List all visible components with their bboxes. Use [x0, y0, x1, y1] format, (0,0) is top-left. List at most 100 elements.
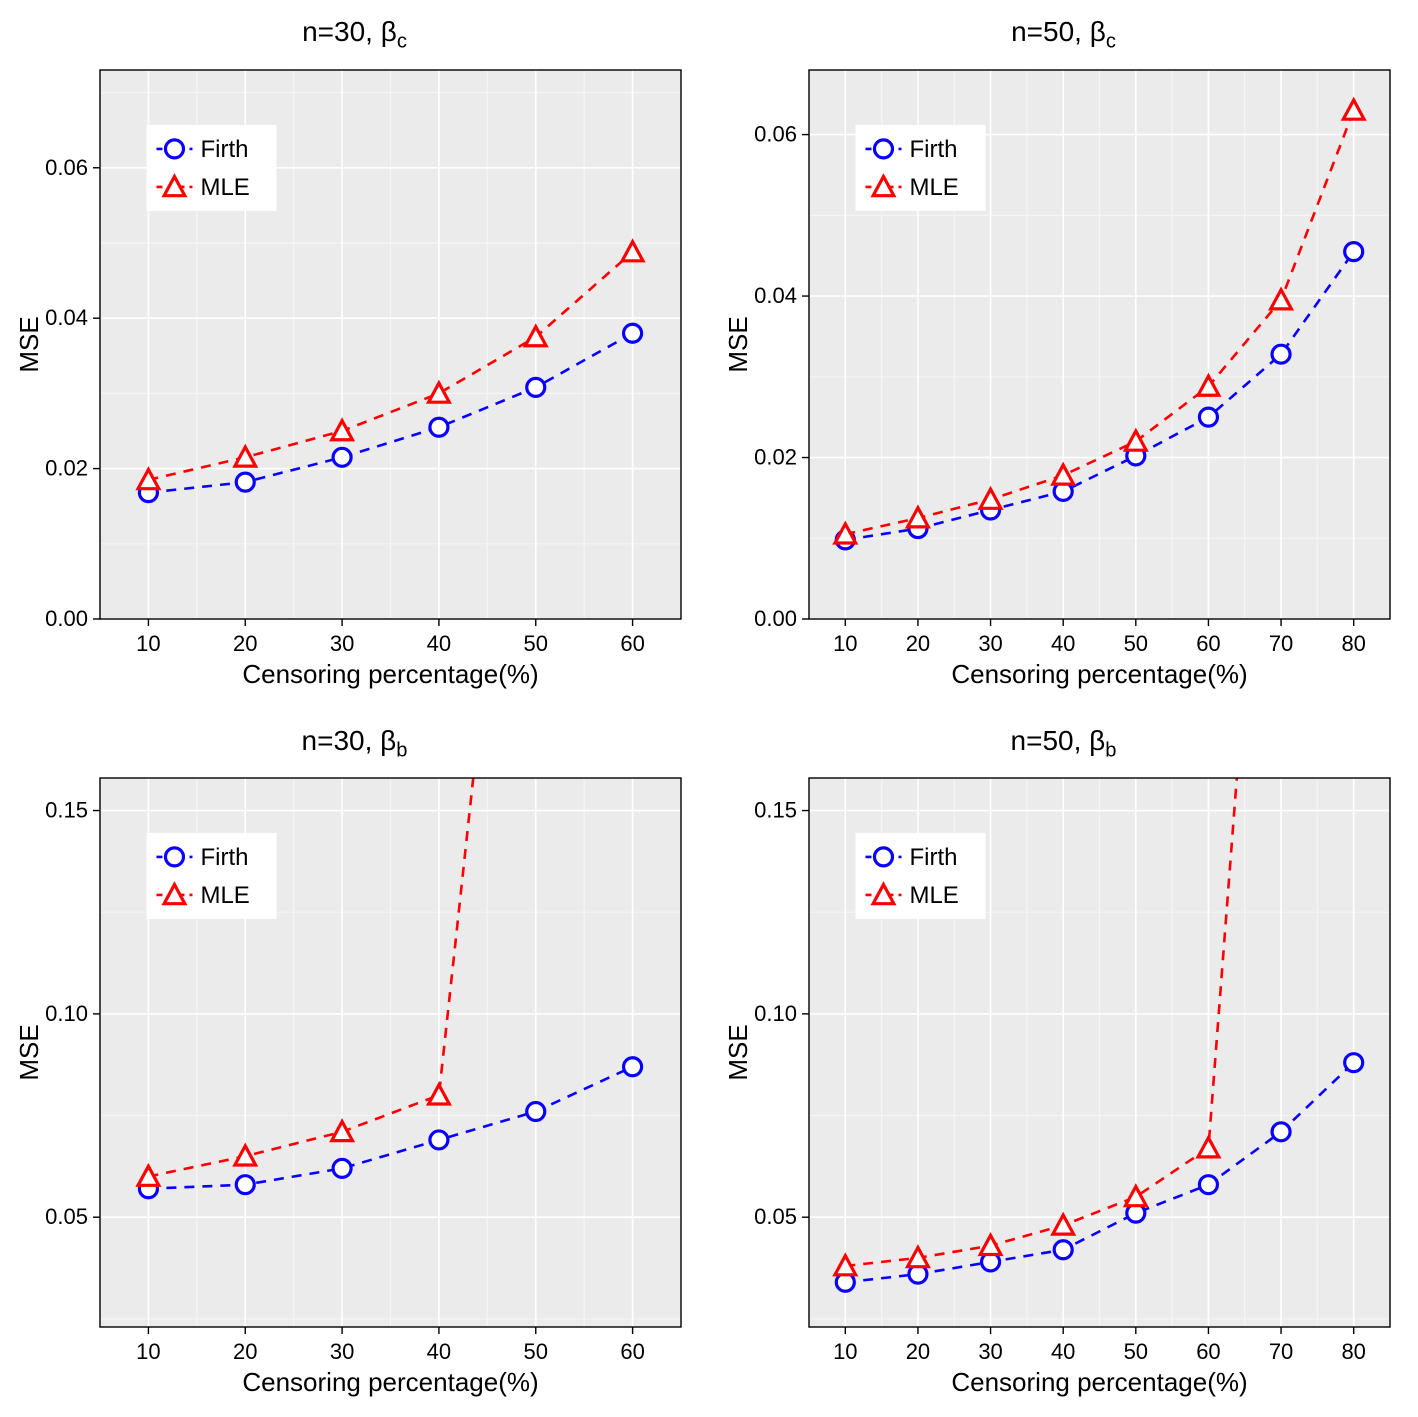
- x-tick-label: 20: [233, 1339, 257, 1364]
- marker-circle: [165, 848, 183, 866]
- x-axis-label: Censoring percentage(%): [951, 1367, 1247, 1397]
- marker-circle: [1199, 408, 1217, 426]
- marker-circle: [1272, 345, 1290, 363]
- x-tick-label: 50: [1124, 631, 1148, 656]
- y-tick-label: 0.06: [754, 121, 797, 146]
- y-axis-label: MSE: [14, 316, 44, 372]
- chart-svg: 10 20 30 40 50 60 0.00 0.02 0.04 0.06 Censoring pe…: [10, 58, 699, 697]
- panel-n30-beta-c: n=30, βc 10 20 30 40 50 60 0.00 0.02 0.04 0.06 Cen…: [0, 0, 709, 709]
- panel-title: n=30, βc: [10, 16, 699, 54]
- marker-circle: [1272, 1123, 1290, 1141]
- plot-area: 10 20 30 40 50 60 0.00 0.02 0.04 0.06 Censoring pe…: [10, 58, 699, 697]
- plot-area: 10203040506070800.050.100.15Censoring pe…: [719, 766, 1408, 1405]
- legend-label: MLE: [200, 882, 249, 909]
- panel-title: n=30, βb: [10, 725, 699, 763]
- x-tick-label: 70: [1269, 631, 1293, 656]
- legend-label: Firth: [200, 135, 248, 162]
- marker-circle: [1345, 242, 1363, 260]
- marker-circle: [333, 448, 351, 466]
- x-tick-label: 40: [1051, 1339, 1075, 1364]
- marker-circle: [527, 378, 545, 396]
- panel-n50-beta-c: n=50, βc 10203040506070800.000.020.040.0…: [709, 0, 1418, 709]
- panel-title: n=50, βb: [719, 725, 1408, 763]
- marker-circle: [624, 1058, 642, 1076]
- x-tick-label: 40: [427, 631, 451, 656]
- marker-circle: [430, 418, 448, 436]
- x-tick-label: 80: [1341, 1339, 1365, 1364]
- legend-label: Firth: [200, 844, 248, 871]
- chart-svg: 10203040506070800.000.020.040.06Censorin…: [719, 58, 1408, 697]
- title-sub: c: [1106, 31, 1116, 53]
- legend-label: Firth: [909, 844, 957, 871]
- title-text: n=50, β: [1011, 16, 1106, 47]
- y-tick-label: 0.06: [45, 154, 88, 179]
- y-tick-label: 0.05: [754, 1204, 797, 1229]
- x-tick-label: 40: [1051, 631, 1075, 656]
- y-axis-label: MSE: [14, 1024, 44, 1080]
- marker-circle: [874, 139, 892, 157]
- y-axis-label: MSE: [723, 1024, 753, 1080]
- y-tick-label: 0.15: [754, 798, 797, 823]
- x-tick-label: 70: [1269, 1339, 1293, 1364]
- plot-area: 10203040506070800.000.020.040.06Censorin…: [719, 58, 1408, 697]
- marker-circle: [165, 139, 183, 157]
- legend-label: MLE: [909, 173, 958, 200]
- x-axis-label: Censoring percentage(%): [951, 659, 1247, 689]
- x-tick-label: 20: [233, 631, 257, 656]
- panel-n50-beta-b: n=50, βb 10203040506070800.050.100.15Cen…: [709, 709, 1418, 1417]
- title-text: n=30, β: [302, 16, 397, 47]
- x-tick-label: 50: [1124, 1339, 1148, 1364]
- y-tick-label: 0.04: [45, 305, 88, 330]
- chart-grid: n=30, βc 1020304050600.000.020.040.06Cen…: [0, 0, 1418, 1417]
- y-tick-label: 0.10: [754, 1001, 797, 1026]
- panel-n30-beta-b: n=30, βb 10 20 30 40 50 60 0.05 0.10 0.15 Censori…: [0, 709, 709, 1417]
- marker-circle: [624, 324, 642, 342]
- x-tick-label: 60: [1196, 1339, 1220, 1364]
- x-axis-label: Censoring percentage(%): [242, 659, 538, 689]
- x-tick-label: 80: [1341, 631, 1365, 656]
- chart-svg: 10203040506070800.050.100.15Censoring pe…: [719, 766, 1408, 1405]
- y-tick-label: 0.02: [754, 444, 797, 469]
- x-tick-label: 50: [524, 631, 548, 656]
- x-tick-label: 60: [620, 631, 644, 656]
- y-axis-label: MSE: [723, 316, 753, 372]
- panel-title: n=50, βc: [719, 16, 1408, 54]
- marker-circle: [333, 1159, 351, 1177]
- x-tick-label: 60: [1196, 631, 1220, 656]
- chart-svg: 10 20 30 40 50 60 0.05 0.10 0.15 Censoring percen…: [10, 766, 699, 1405]
- x-tick-label: 30: [978, 1339, 1002, 1364]
- x-tick-label: 10: [136, 1339, 160, 1364]
- marker-circle: [1054, 1241, 1072, 1259]
- marker-circle: [236, 1176, 254, 1194]
- x-tick-label: 30: [330, 1339, 354, 1364]
- title-text: n=30, β: [302, 725, 397, 756]
- y-tick-label: 0.15: [45, 798, 88, 823]
- x-tick-label: 30: [330, 631, 354, 656]
- title-sub: b: [396, 739, 407, 761]
- y-tick-label: 0.02: [45, 455, 88, 480]
- legend-label: Firth: [909, 135, 957, 162]
- x-tick-label: 50: [524, 1339, 548, 1364]
- y-tick-label: 0.10: [45, 1001, 88, 1026]
- marker-circle: [430, 1131, 448, 1149]
- x-tick-label: 40: [427, 1339, 451, 1364]
- legend-label: MLE: [200, 173, 249, 200]
- title-sub: c: [397, 31, 407, 53]
- x-axis-label: Censoring percentage(%): [242, 1367, 538, 1397]
- y-tick-label: 0.00: [754, 606, 797, 631]
- x-tick-label: 10: [833, 631, 857, 656]
- marker-circle: [1199, 1176, 1217, 1194]
- marker-circle: [1345, 1054, 1363, 1072]
- title-text: n=50, β: [1011, 725, 1106, 756]
- x-tick-label: 60: [620, 1339, 644, 1364]
- x-tick-label: 10: [136, 631, 160, 656]
- marker-circle: [236, 473, 254, 491]
- marker-circle: [527, 1103, 545, 1121]
- y-tick-label: 0.05: [45, 1204, 88, 1229]
- x-tick-label: 30: [978, 631, 1002, 656]
- title-sub: b: [1105, 739, 1116, 761]
- marker-circle: [874, 848, 892, 866]
- legend-label: MLE: [909, 882, 958, 909]
- y-tick-label: 0.04: [754, 283, 797, 308]
- y-tick-label: 0.00: [45, 606, 88, 631]
